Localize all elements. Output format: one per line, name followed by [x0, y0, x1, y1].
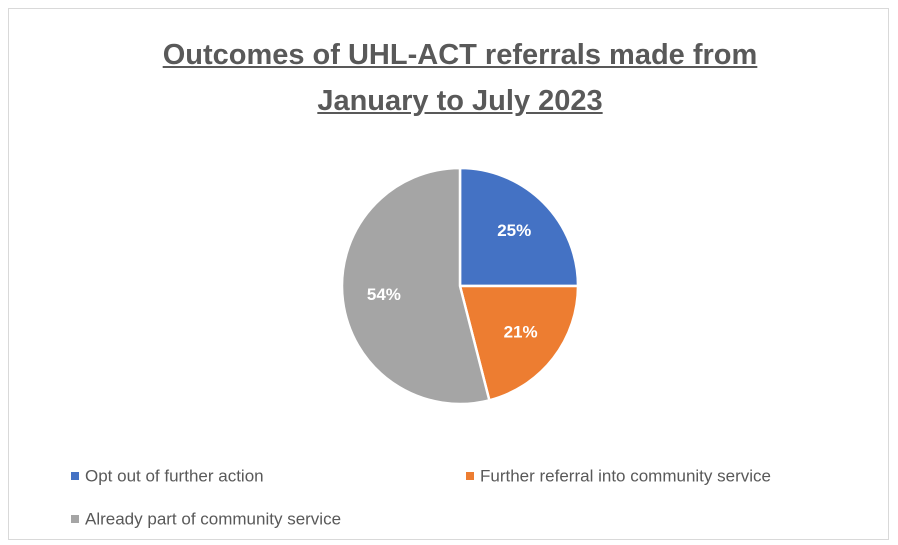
pie-slice [458, 166, 580, 288]
legend-swatch [71, 472, 79, 480]
legend-label: Already part of community service [85, 509, 341, 528]
pie-slice [458, 284, 580, 402]
slice-label: 54% [367, 285, 401, 304]
legend-label: Further referral into community service [480, 466, 771, 485]
legend-label: Opt out of further action [85, 466, 264, 485]
chart-title: Outcomes of UHL-ACT referrals made from … [162, 39, 758, 117]
legend-swatch [466, 472, 474, 480]
slice-label: 25% [497, 221, 531, 240]
pie-slice [340, 166, 491, 406]
slice-label: 21% [504, 322, 538, 341]
legend-swatch [71, 515, 79, 523]
